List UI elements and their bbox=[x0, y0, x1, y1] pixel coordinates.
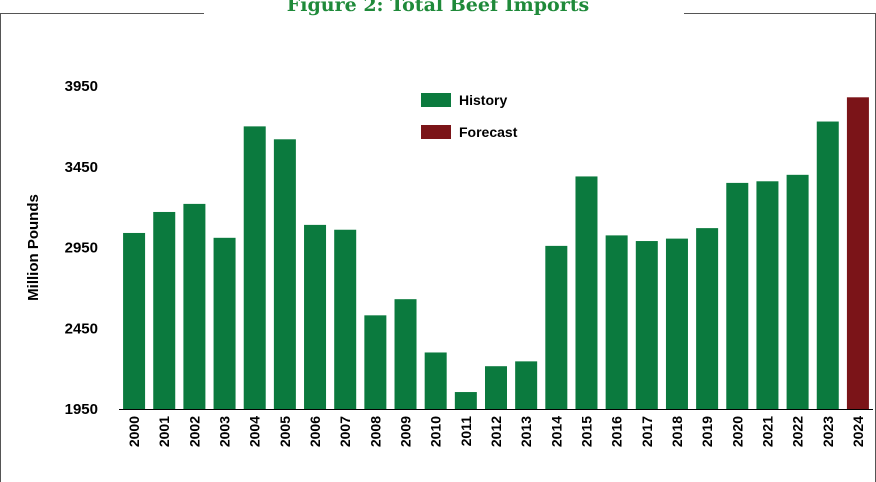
bar-history-2009 bbox=[394, 299, 417, 409]
x-tick-label: 2009 bbox=[398, 416, 414, 447]
y-tick-label: 1950 bbox=[65, 401, 98, 418]
x-tick-label: 2024 bbox=[850, 416, 866, 447]
x-tick-label: 2020 bbox=[729, 416, 745, 447]
bar-history-2023 bbox=[816, 121, 839, 409]
x-tick-label: 2013 bbox=[518, 416, 534, 447]
bar-history-2016 bbox=[605, 235, 628, 409]
x-tick-label: 2015 bbox=[578, 416, 594, 447]
x-tick-label: 2002 bbox=[186, 416, 202, 447]
bar-history-2006 bbox=[304, 224, 327, 409]
y-tick-label: 2450 bbox=[65, 320, 98, 337]
x-tick-label: 2007 bbox=[337, 416, 353, 447]
bar-history-2005 bbox=[273, 139, 296, 410]
x-tick-label: 2012 bbox=[488, 416, 504, 447]
y-tick-label: 2950 bbox=[65, 240, 98, 257]
bar-history-2020 bbox=[726, 182, 749, 409]
x-tick-label: 2006 bbox=[307, 416, 323, 447]
x-tick-label: 2011 bbox=[458, 416, 474, 447]
x-tick-label: 2004 bbox=[247, 416, 263, 447]
x-tick-label: 2014 bbox=[548, 416, 564, 447]
bar-history-2019 bbox=[696, 228, 719, 409]
bar-history-2004 bbox=[243, 126, 266, 409]
bar-history-2021 bbox=[756, 181, 779, 409]
x-tick-label: 2001 bbox=[156, 416, 172, 447]
y-tick-label: 3450 bbox=[65, 159, 98, 176]
legend-swatch-history bbox=[421, 93, 451, 107]
legend-label-forecast: Forecast bbox=[459, 124, 518, 140]
x-tick-label: 2021 bbox=[759, 416, 775, 447]
x-tick-label: 2005 bbox=[277, 416, 293, 447]
x-tick-label: 2010 bbox=[428, 416, 444, 447]
bar-history-2018 bbox=[665, 238, 688, 409]
x-tick-label: 2008 bbox=[367, 416, 383, 447]
bar-history-2014 bbox=[545, 245, 568, 409]
bar-history-2000 bbox=[123, 232, 146, 409]
y-axis-label: Million Pounds bbox=[25, 194, 42, 301]
bar-history-2008 bbox=[364, 315, 387, 409]
bar-history-2017 bbox=[635, 241, 658, 409]
frame-left bbox=[0, 13, 1, 482]
x-tick-label: 2016 bbox=[609, 416, 625, 447]
bar-history-2003 bbox=[213, 237, 236, 409]
x-tick-label: 2000 bbox=[126, 416, 142, 447]
bar-history-2010 bbox=[424, 352, 447, 409]
bar-history-2012 bbox=[485, 366, 507, 409]
y-tick-label: 3950 bbox=[65, 78, 98, 95]
frame-top-left bbox=[0, 13, 204, 14]
bar-history-2013 bbox=[515, 361, 538, 409]
legend-label-history: History bbox=[459, 92, 507, 108]
bar-history-2022 bbox=[786, 174, 809, 409]
x-tick-label: 2017 bbox=[639, 416, 655, 447]
figure-title: Figure 2: Total Beef Imports bbox=[286, 0, 590, 16]
x-tick-label: 2022 bbox=[790, 416, 806, 447]
bar-history-2007 bbox=[334, 229, 357, 409]
bar-history-2002 bbox=[183, 203, 206, 409]
x-tick-label: 2003 bbox=[217, 416, 233, 447]
bar-forecast-2024 bbox=[846, 97, 869, 410]
x-tick-label: 2019 bbox=[699, 416, 715, 447]
x-tick-label: 2023 bbox=[820, 416, 836, 447]
x-tick-label: 2018 bbox=[669, 416, 685, 447]
bar-history-2001 bbox=[153, 211, 176, 409]
legend-swatch-forecast bbox=[421, 125, 451, 139]
frame-top-right bbox=[684, 13, 876, 14]
bar-history-2011 bbox=[454, 392, 477, 409]
bar-history-2015 bbox=[575, 176, 598, 409]
